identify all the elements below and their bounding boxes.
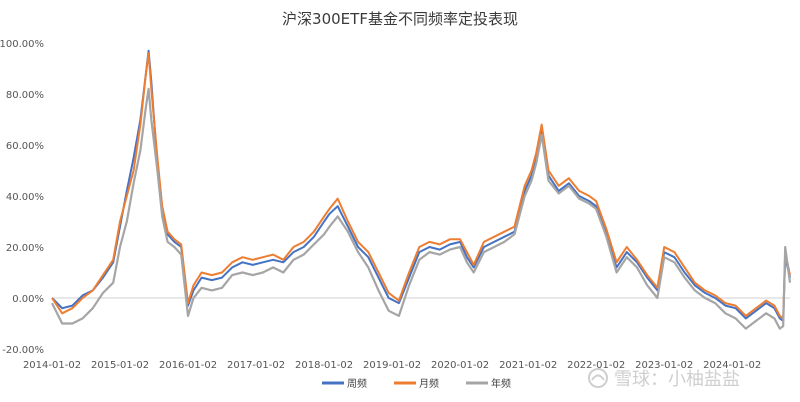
series-line-2 xyxy=(51,52,791,320)
watermark-text: 雪球：小柚盐盐 xyxy=(614,369,740,390)
y-tick-label: 100.00% xyxy=(0,39,44,50)
x-tick-label: 2023-01-02 xyxy=(635,360,693,371)
y-tick-label: 80.00% xyxy=(6,90,44,101)
y-tick-label: -20.00% xyxy=(2,345,44,356)
x-tick-label: 2018-01-02 xyxy=(295,360,353,371)
x-tick-label: 2021-01-02 xyxy=(499,360,557,371)
x-tick-label: 2015-01-02 xyxy=(91,360,149,371)
y-tick-label: 20.00% xyxy=(6,243,44,254)
x-axis-ticks: 2014-01-02 2015-01-02 2016-01-02 2017-01-02… xyxy=(23,360,761,371)
series-line-3 xyxy=(51,87,792,330)
x-tick-label: 2019-01-02 xyxy=(363,360,421,371)
y-tick-label: 40.00% xyxy=(6,192,44,203)
x-tick-label: 2017-01-02 xyxy=(227,360,285,371)
legend: 周频 月频 年频 xyxy=(322,377,511,390)
x-tick-label: 2024-01-02 xyxy=(703,360,761,371)
y-tick-label: 0.00% xyxy=(12,294,44,305)
x-tick-label: 2022-01-02 xyxy=(567,360,625,371)
x-tick-label: 2020-01-02 xyxy=(431,360,489,371)
snowball-logo-icon xyxy=(588,368,608,388)
legend-label: 周频 xyxy=(347,377,367,390)
x-tick-label: 2014-01-02 xyxy=(23,360,81,371)
series-line-1 xyxy=(51,49,791,322)
y-axis-ticks: -20.00% 0.00% 20.00% 40.00% 60.00% 80.00% 100.… xyxy=(0,39,44,356)
y-tick-label: 60.00% xyxy=(6,141,44,152)
watermark: 雪球：小柚盐盐 xyxy=(588,368,740,390)
x-tick-label: 2016-01-02 xyxy=(159,360,217,371)
series-lines xyxy=(51,49,792,330)
legend-label: 月频 xyxy=(419,377,439,390)
legend-label: 年频 xyxy=(491,377,511,390)
chart-title: 沪深300ETF基金不同频率定投表现 xyxy=(282,10,518,28)
